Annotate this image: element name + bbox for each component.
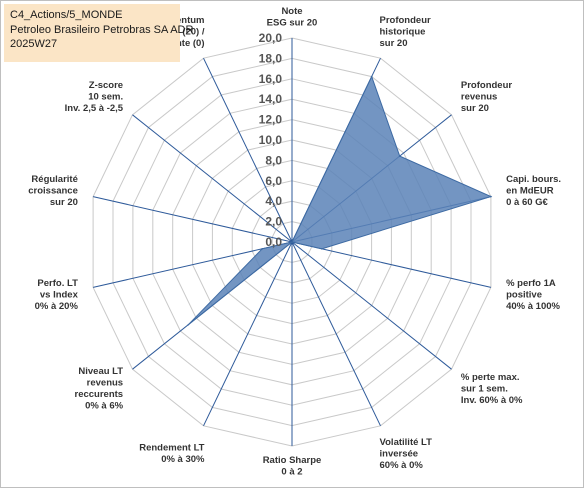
category-label: Z-score 10 sem. Inv. 2,5 à -2,5 xyxy=(65,80,124,114)
category-label: Rendement LT 0% à 30% xyxy=(139,443,205,466)
category-label: Capi. bours. en MdEUR 0 à 60 G€ xyxy=(506,174,561,208)
series-point xyxy=(291,241,293,243)
spoke-line xyxy=(203,241,293,427)
series-area xyxy=(187,75,493,326)
spoke-line xyxy=(291,241,452,370)
category-label: Profondeur revenus sur 20 xyxy=(461,80,512,114)
category-label: Profondeur historique sur 20 xyxy=(380,15,431,49)
tick-label: 0,0 xyxy=(265,235,282,249)
series-point xyxy=(490,195,492,198)
category-label: Niveau LT revenus reccurents 0% à 6% xyxy=(75,366,124,412)
series-point xyxy=(321,248,323,250)
category-label: Ratio Sharpe 0 à 2 xyxy=(263,455,322,478)
series-point xyxy=(398,155,401,157)
spoke-line xyxy=(92,196,293,243)
spoke-line xyxy=(291,241,492,288)
tick-label: 18,0 xyxy=(259,51,283,65)
tick-label: 12,0 xyxy=(259,113,283,127)
spoke-line xyxy=(203,57,293,243)
tick-label: 16,0 xyxy=(259,72,283,86)
title-line-1: C4_Actions/5_MONDE xyxy=(10,9,123,21)
chart-title-box: C4_Actions/5_MONDE Petroleo Brasileiro P… xyxy=(4,4,194,62)
radar-series xyxy=(187,75,493,326)
tick-label: 2,0 xyxy=(265,215,282,229)
category-label: Perfo. LT vs Index 0% à 20% xyxy=(35,278,79,312)
spoke-line xyxy=(92,241,293,288)
radial-tick-labels: 0,0 2,0 4,0 6,0 8,0 10,0 12,0 14,0 16,0 18,0 20,0 xyxy=(259,31,283,249)
spoke-line xyxy=(132,114,293,243)
category-label: Volatilité LT inversée 60% à 0% xyxy=(380,437,433,471)
tick-label: 14,0 xyxy=(259,92,283,106)
tick-label: 4,0 xyxy=(265,194,282,208)
tick-label: 10,0 xyxy=(259,133,283,147)
category-label: % perte max. sur 1 sem. Inv. 60% à 0% xyxy=(461,372,523,406)
series-point xyxy=(187,323,190,326)
category-label: Note ESG sur 20 xyxy=(267,6,318,29)
title-line-2: Petroleo Brasileiro Petrobras SA ADR xyxy=(10,23,194,36)
title-line-3: 2025W27 xyxy=(10,38,58,50)
category-label: % perfo 1A positive 40% à 100% xyxy=(506,278,560,312)
series-point xyxy=(261,248,264,250)
series-point xyxy=(370,75,373,78)
tick-label: 8,0 xyxy=(265,153,282,167)
tick-label: 20,0 xyxy=(259,31,283,45)
spoke-line xyxy=(291,241,381,427)
tick-label: 6,0 xyxy=(265,174,282,188)
category-label: Régularité croissance sur 20 xyxy=(28,174,78,208)
